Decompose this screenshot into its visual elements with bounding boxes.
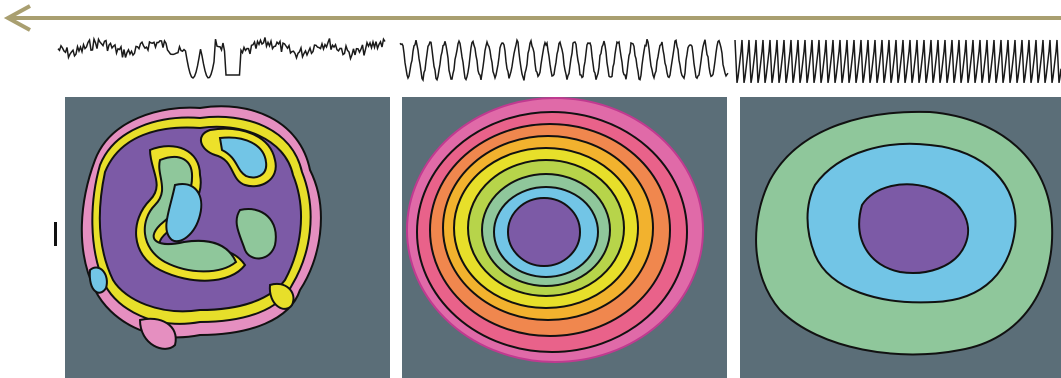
region <box>218 136 268 179</box>
region <box>235 208 277 260</box>
map-fragmented <box>80 105 322 350</box>
map-rings <box>406 97 704 363</box>
arrow-head <box>3 4 31 32</box>
signal-trace <box>399 38 729 83</box>
region <box>138 317 177 350</box>
region <box>858 183 970 274</box>
marker <box>54 222 57 246</box>
traces <box>57 36 1061 84</box>
region <box>165 183 203 243</box>
signal-trace <box>57 36 386 79</box>
signal-trace <box>734 39 1061 84</box>
region <box>88 266 108 294</box>
map-zones <box>755 110 1054 356</box>
region <box>507 197 581 267</box>
region <box>268 282 295 310</box>
